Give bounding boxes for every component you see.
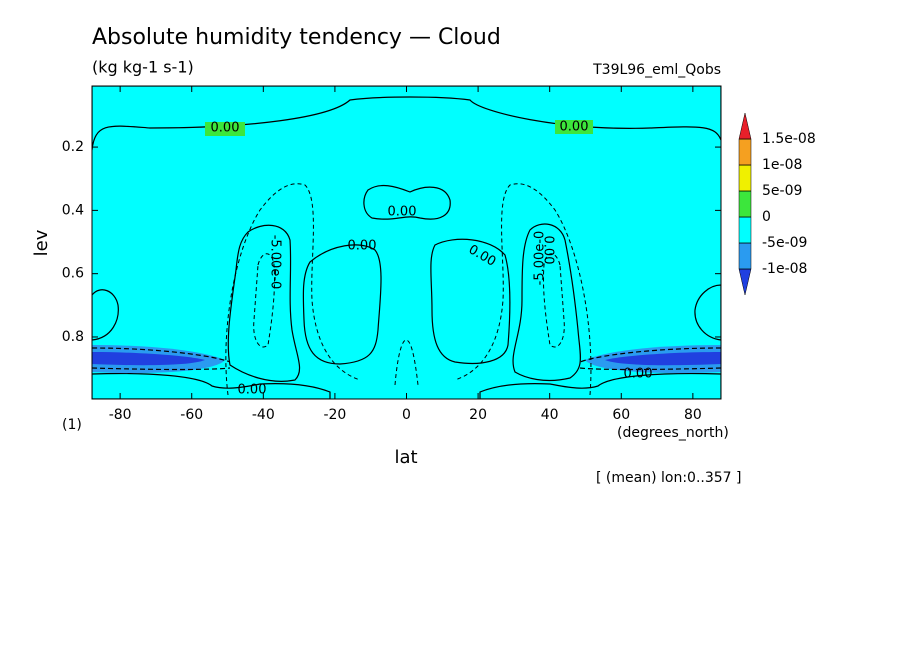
contour-line (253, 253, 565, 348)
note: [ (mean) lon:0..357 ] (596, 470, 741, 486)
contour-label: -5.00e-0 (533, 231, 548, 286)
colorbar-label: 0 (762, 209, 771, 225)
x-unit: (degrees_north) (617, 425, 729, 441)
colorbar-swatch (738, 268, 752, 296)
x-tick-label: 0 (402, 407, 411, 423)
x-tick-label: -20 (323, 407, 346, 423)
region (92, 289, 119, 341)
contour-line (92, 347, 721, 371)
x-tick-label: 60 (612, 407, 630, 423)
contour-label: 0.00 (560, 120, 589, 135)
colorbar-swatch (738, 164, 752, 192)
x-axis-label: lat (394, 447, 417, 468)
y-unit: (1) (62, 417, 82, 433)
contour-label: 0.00 (238, 383, 267, 398)
contour-label: 0.00 (348, 239, 377, 254)
x-tick-label: 40 (541, 407, 559, 423)
y-tick-label: 0.6 (62, 266, 84, 282)
colorbar-label: -5e-09 (762, 235, 807, 251)
y-tick-label: 0.4 (62, 202, 84, 218)
run-label: T39L96_eml_Qobs (592, 62, 721, 78)
region (92, 372, 331, 399)
colorbar-swatch (738, 190, 752, 218)
region (512, 223, 581, 382)
colorbar-label: 1.5e-08 (762, 131, 816, 147)
region (605, 352, 721, 366)
contour-label: 0.00 (211, 121, 240, 136)
contour-line (454, 183, 592, 396)
region (430, 238, 511, 365)
contour-label: 0.00 (541, 236, 556, 265)
colorbar-swatch (738, 112, 752, 140)
colorbar-label: 5e-09 (762, 183, 802, 199)
field-background (92, 86, 721, 399)
region (363, 184, 451, 220)
contour-line (394, 339, 419, 386)
label-bg (205, 122, 245, 136)
region (92, 352, 205, 366)
colorbar-swatch (738, 242, 752, 270)
y-axis-label: lev (31, 229, 52, 256)
y-tick-label: 0.8 (62, 329, 84, 345)
region (479, 372, 721, 399)
contour-label: -5.00e-0 (268, 235, 283, 290)
x-tick-label: -40 (252, 407, 275, 423)
chart-subtitle: (kg kg-1 s-1) (92, 58, 194, 77)
region (302, 244, 382, 365)
colorbar-label: 1e-08 (762, 157, 802, 173)
region (694, 284, 721, 341)
contour-label: 0.00 (388, 205, 417, 220)
contour-line (225, 183, 361, 396)
region (92, 86, 721, 151)
x-tick-label: 80 (684, 407, 702, 423)
contour-field (92, 86, 721, 399)
colorbar-swatch (738, 216, 752, 244)
x-tick-label: -80 (109, 407, 132, 423)
colorbar-label: -1e-08 (762, 261, 807, 277)
colorbar-swatch (738, 138, 752, 166)
label-bg (555, 120, 593, 134)
region (227, 224, 301, 382)
x-tick-label: 20 (469, 407, 487, 423)
chart-title: Absolute humidity tendency — Cloud (92, 25, 501, 50)
contour-label: 0.00 (624, 367, 653, 382)
y-tick-label: 0.2 (62, 139, 84, 155)
x-tick-label: -60 (180, 407, 203, 423)
